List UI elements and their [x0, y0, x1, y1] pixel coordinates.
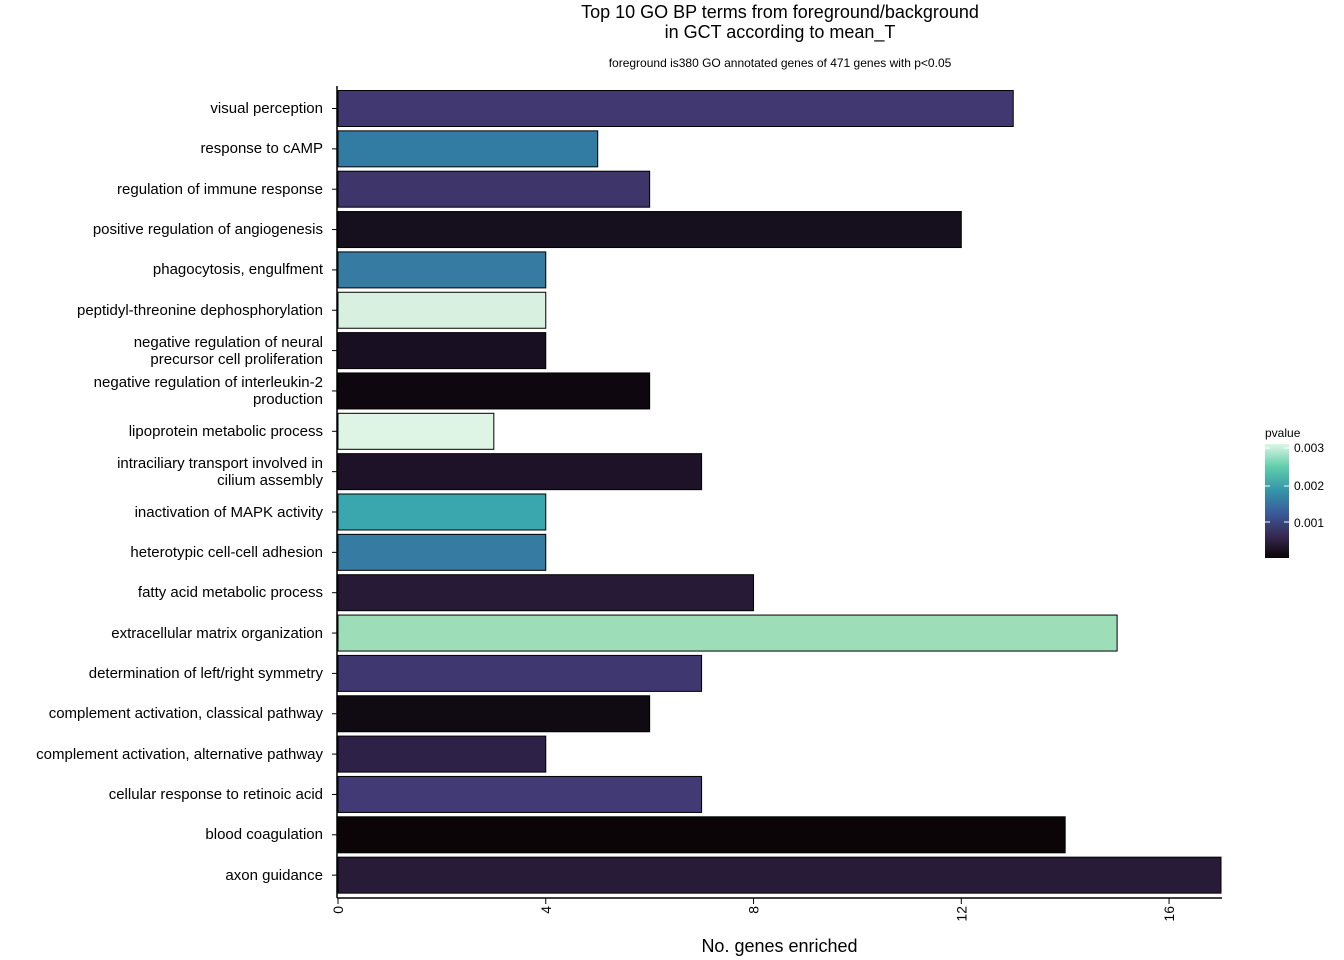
- bar: [337, 775, 703, 813]
- x-axis-label: No. genes enriched: [701, 936, 858, 956]
- bar: [337, 332, 547, 370]
- y-tick-label: lipoprotein metabolic process: [128, 422, 323, 440]
- chart-title-line2: in GCT according to mean_T: [664, 22, 896, 42]
- bar: [337, 614, 1118, 652]
- y-tick-label: response to cAMP: [200, 140, 323, 158]
- legend-tick-label: 0.002: [1294, 479, 1325, 493]
- y-tick-label: cellular response to retinoic acid: [108, 785, 323, 803]
- y-tick-label: determination of left/right symmetry: [88, 664, 323, 682]
- legend-tick-label: 0.001: [1294, 516, 1325, 530]
- y-tick-label: visual perception: [210, 100, 323, 117]
- bar: [337, 211, 962, 249]
- bar: [337, 412, 495, 450]
- x-tick-label: 8: [746, 906, 762, 914]
- x-tick-label: 0: [330, 906, 346, 914]
- y-tick-label: phagocytosis, engulfment: [152, 261, 323, 279]
- x-tick-label: 16: [1161, 906, 1177, 922]
- legend-colorbar: [1265, 444, 1289, 558]
- x-ticks: 0 4 8 12 16: [330, 898, 1177, 922]
- legend-title: pvalue: [1265, 426, 1301, 440]
- y-tick-label: heterotypic cell-cell adhesion: [130, 543, 323, 561]
- y-tick-label: positive regulation of angiogenesis: [92, 221, 323, 239]
- y-tick-label: blood coagulation: [205, 826, 323, 844]
- y-tick-label: intraciliary transport involved in cilium…: [117, 454, 323, 489]
- chart-title: Top 10 GO BP terms from foreground/backg…: [581, 2, 979, 22]
- y-tick-label: negative regulation of neural precursor c…: [133, 333, 323, 368]
- bars-layer: [337, 90, 1222, 894]
- legend-tick-label: 0.003: [1294, 441, 1325, 455]
- y-tick-label: axon guidance: [225, 866, 323, 884]
- bar: [337, 654, 703, 692]
- y-tick-label: complement activation, alternative pathw…: [36, 745, 323, 763]
- bar: [337, 372, 651, 410]
- y-ticks: [332, 108, 337, 876]
- y-tick-label: negative regulation of interleukin-2 prod…: [93, 373, 323, 408]
- y-tick-label: peptidyl-threonine dephosphorylation: [76, 301, 323, 319]
- bar: [337, 90, 1014, 127]
- bar: [337, 695, 651, 733]
- y-tick-label: inactivation of MAPK activity: [134, 503, 323, 521]
- y-tick-label: regulation of immune response: [117, 180, 323, 198]
- bar: [337, 533, 547, 571]
- bar: [337, 453, 703, 491]
- bar: [337, 816, 1066, 854]
- chart-subtitle: foreground is380 GO annotated genes of 4…: [608, 56, 952, 70]
- x-tick-label: 12: [953, 906, 969, 922]
- y-tick-label: extracellular matrix organization: [111, 624, 323, 642]
- bar: [337, 574, 755, 612]
- bar: [337, 130, 599, 168]
- bar: [337, 170, 651, 208]
- x-tick-label: 4: [538, 906, 554, 914]
- y-tick-label: fatty acid metabolic process: [137, 584, 323, 602]
- y-tick-label: complement activation, classical pathway: [48, 705, 323, 723]
- bar: [337, 493, 547, 531]
- bar: [337, 291, 547, 329]
- bar: [337, 735, 547, 773]
- bar: [337, 856, 1222, 894]
- bar: [337, 251, 547, 289]
